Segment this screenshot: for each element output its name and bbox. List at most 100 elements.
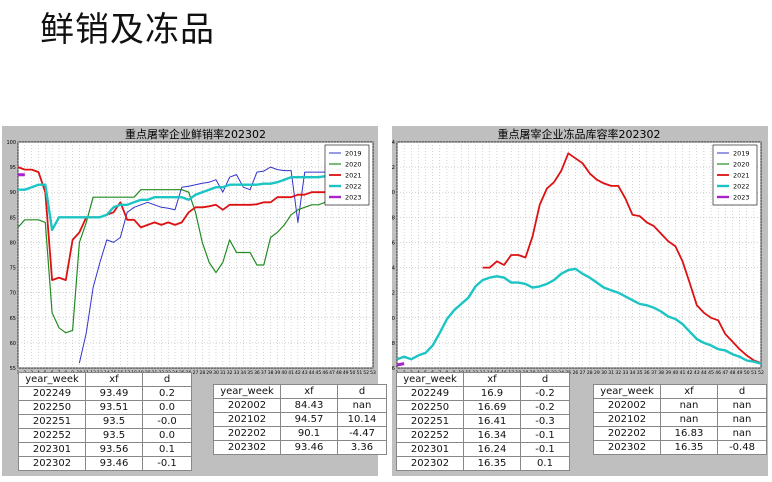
x-tick-label: 31 bbox=[220, 370, 226, 376]
series-line-2022 bbox=[18, 174, 340, 232]
year-week-cell: 202251 bbox=[18, 414, 86, 429]
table-row: 202252 16.34 -0.1 bbox=[396, 428, 570, 443]
d-cell: -0.1 bbox=[520, 428, 570, 443]
y-tick-label: 20 bbox=[392, 316, 395, 322]
y-tick-label: 26 bbox=[392, 240, 395, 246]
recent-weeks-table: year_week xf d 202249 16.9 -0.2 202250 16.69 -0.… bbox=[396, 372, 570, 471]
x-tick-label: 36 bbox=[644, 370, 650, 376]
x-tick-label: 34 bbox=[240, 370, 246, 376]
x-tick-label: 34 bbox=[630, 370, 636, 376]
y-tick-label: 95 bbox=[10, 165, 16, 171]
x-tick-label: 39 bbox=[665, 370, 671, 376]
x-tick-label: 35 bbox=[637, 370, 643, 376]
table-row: 202249 16.9 -0.2 bbox=[396, 386, 570, 401]
x-tick-label: 33 bbox=[623, 370, 629, 376]
column-header: year_week bbox=[593, 384, 661, 399]
chart-title: 重点屠宰企业冻品库容率202302 bbox=[498, 127, 661, 141]
d-cell: -0.48 bbox=[717, 440, 767, 455]
x-tick-label: 42 bbox=[295, 370, 301, 376]
series-line-2022 bbox=[396, 267, 762, 365]
table-row: 202301 16.24 -0.1 bbox=[396, 442, 570, 457]
table-row: 202251 93.5 -0.0 bbox=[18, 414, 192, 429]
x-tick-label: 42 bbox=[687, 370, 693, 376]
year-week-cell: 202102 bbox=[213, 412, 281, 427]
xf-cell: 16.69 bbox=[463, 400, 521, 415]
x-tick-label: 41 bbox=[288, 370, 294, 376]
xf-cell: 93.49 bbox=[85, 386, 143, 401]
table-row: 202250 93.51 0.0 bbox=[18, 400, 192, 415]
recent-weeks-table: year_week xf d 202249 93.49 0.2 202250 93.51 0.0… bbox=[18, 372, 192, 471]
year-week-cell: 202250 bbox=[18, 400, 86, 415]
xf-cell: 16.41 bbox=[463, 414, 521, 429]
year-week-cell: 202249 bbox=[18, 386, 86, 401]
xf-cell: 93.56 bbox=[85, 442, 143, 457]
xf-cell: 93.51 bbox=[85, 400, 143, 415]
year-over-year-table: year_week xf d 202002 nan nan 202102 nan nan 2022… bbox=[593, 384, 767, 455]
plot-area bbox=[17, 141, 374, 369]
y-tick-label: 18 bbox=[392, 341, 395, 347]
series-line-2019 bbox=[78, 166, 339, 364]
legend-label: 2020 bbox=[345, 161, 362, 169]
x-tick-label: 33 bbox=[234, 370, 240, 376]
x-tick-label: 49 bbox=[737, 370, 743, 376]
legend-label: 2021 bbox=[733, 172, 750, 180]
y-tick-label: 24 bbox=[392, 266, 395, 272]
table-header-row: year_week xf d bbox=[213, 384, 387, 399]
x-tick-label: 27 bbox=[193, 370, 199, 376]
d-cell: -0.1 bbox=[142, 456, 192, 471]
x-tick-label: 46 bbox=[715, 370, 721, 376]
table-row: 202302 93.46 -0.1 bbox=[18, 456, 192, 471]
column-header: xf bbox=[463, 372, 521, 387]
d-cell: -4.47 bbox=[337, 426, 387, 441]
fresh-sales-rate-chart: 重点屠宰企业鲜销率2023025560657075808590951001234… bbox=[6, 127, 376, 376]
x-tick-label: 44 bbox=[309, 370, 315, 376]
x-tick-label: 53 bbox=[370, 370, 376, 376]
xf-cell: 94.57 bbox=[280, 412, 338, 427]
x-tick-label: 52 bbox=[363, 370, 369, 376]
y-tick-label: 30 bbox=[392, 190, 395, 196]
year-week-cell: 202202 bbox=[213, 426, 281, 441]
y-tick-label: 32 bbox=[392, 165, 395, 171]
xf-cell: 16.34 bbox=[463, 428, 521, 443]
legend-label: 2022 bbox=[733, 183, 750, 191]
legend-label: 2022 bbox=[345, 183, 362, 191]
d-cell: nan bbox=[717, 426, 767, 441]
year-over-year-table: year_week xf d 202002 84.43 nan 202102 94.57 10.… bbox=[213, 384, 387, 455]
year-week-cell: 202102 bbox=[593, 412, 661, 427]
xf-cell: 93.5 bbox=[85, 428, 143, 443]
table-row: 202202 16.83 nan bbox=[593, 426, 767, 441]
column-header: year_week bbox=[213, 384, 281, 399]
year-week-cell: 202202 bbox=[593, 426, 661, 441]
plot-area bbox=[396, 141, 762, 369]
d-cell: -0.2 bbox=[520, 386, 570, 401]
column-header: year_week bbox=[18, 372, 86, 387]
d-cell: 10.14 bbox=[337, 412, 387, 427]
x-tick-label: 26 bbox=[573, 370, 579, 376]
y-tick-label: 100 bbox=[6, 140, 16, 146]
x-tick-label: 35 bbox=[247, 370, 253, 376]
d-cell: nan bbox=[717, 398, 767, 413]
x-tick-label: 38 bbox=[658, 370, 664, 376]
year-week-cell: 202249 bbox=[396, 386, 464, 401]
d-cell: -0.0 bbox=[142, 414, 192, 429]
d-cell: -0.3 bbox=[520, 414, 570, 429]
table-row: 202102 nan nan bbox=[593, 412, 767, 427]
table-row: 202002 nan nan bbox=[593, 398, 767, 413]
x-tick-label: 30 bbox=[213, 370, 219, 376]
x-tick-label: 32 bbox=[615, 370, 621, 376]
series-line-2021 bbox=[17, 166, 340, 282]
xf-cell: 84.43 bbox=[280, 398, 338, 413]
xf-cell: 93.46 bbox=[280, 440, 338, 455]
series-line-2021 bbox=[482, 152, 762, 364]
xf-cell: 16.9 bbox=[463, 386, 521, 401]
x-tick-label: 40 bbox=[672, 370, 678, 376]
x-tick-label: 48 bbox=[730, 370, 736, 376]
d-cell: nan bbox=[337, 398, 387, 413]
column-header: xf bbox=[85, 372, 143, 387]
table-row: 202302 16.35 0.1 bbox=[396, 456, 570, 471]
d-cell: 3.36 bbox=[337, 440, 387, 455]
column-header: d bbox=[337, 384, 387, 399]
x-tick-label: 28 bbox=[199, 370, 205, 376]
left-chart-panel: 重点屠宰企业鲜销率2023025560657075808590951001234… bbox=[2, 126, 387, 476]
x-tick-label: 47 bbox=[722, 370, 728, 376]
